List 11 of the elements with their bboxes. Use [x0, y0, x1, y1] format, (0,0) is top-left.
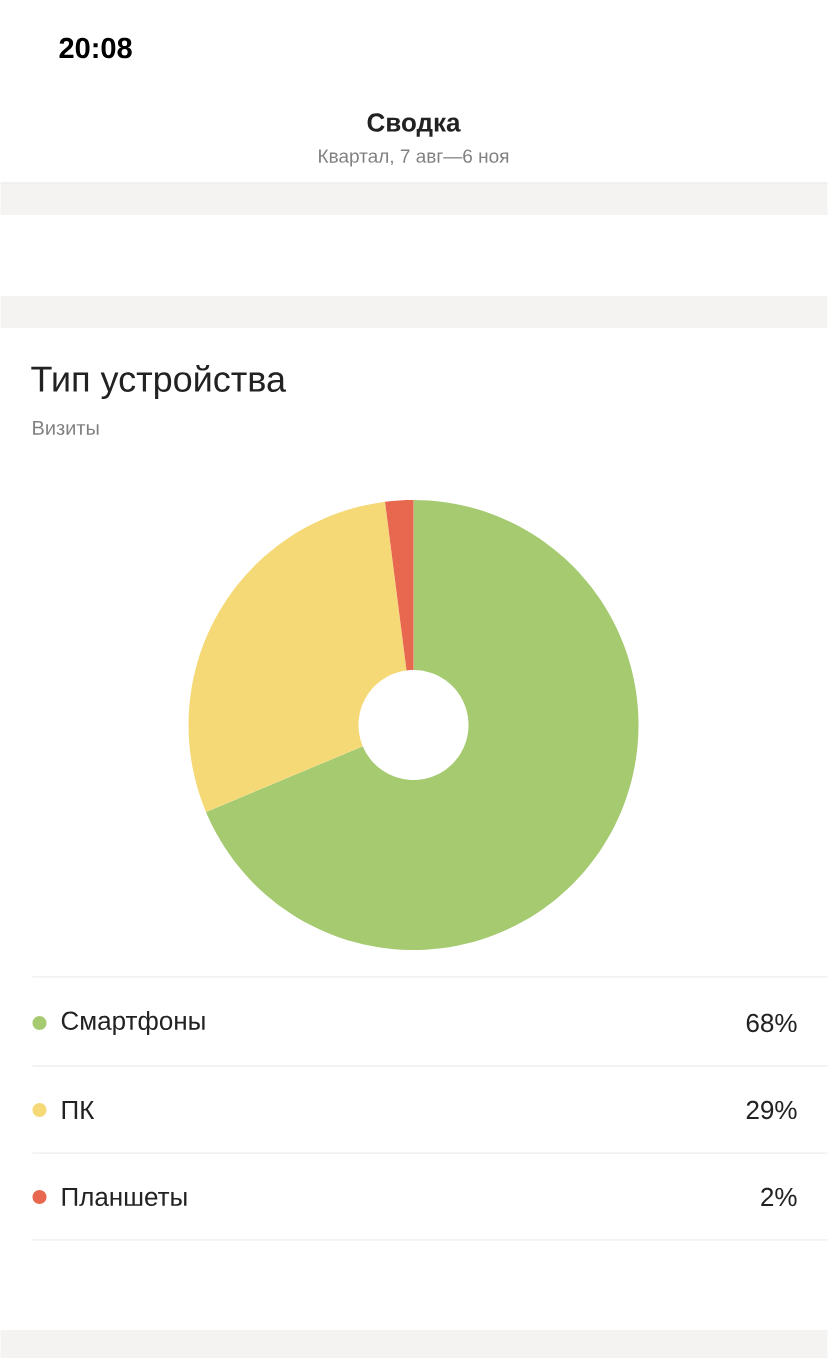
- chart-title: Тип устройства: [31, 364, 287, 400]
- text: Сводка: [367, 113, 461, 137]
- data-label: 2%: [761, 1187, 797, 1207]
- chart-subtitle: Визиты: [33, 421, 99, 435]
- text: Квартал, 7 авг—6 ноя: [319, 149, 509, 167]
- text: 20:08: [59, 37, 132, 59]
- legend-label: ПК: [62, 1101, 95, 1119]
- legend-label: Планшеты: [62, 1187, 187, 1207]
- data-label: 29%: [746, 1100, 797, 1120]
- legend-label: Смартфоны: [61, 1010, 205, 1036]
- data-label: 68%: [746, 1013, 797, 1033]
